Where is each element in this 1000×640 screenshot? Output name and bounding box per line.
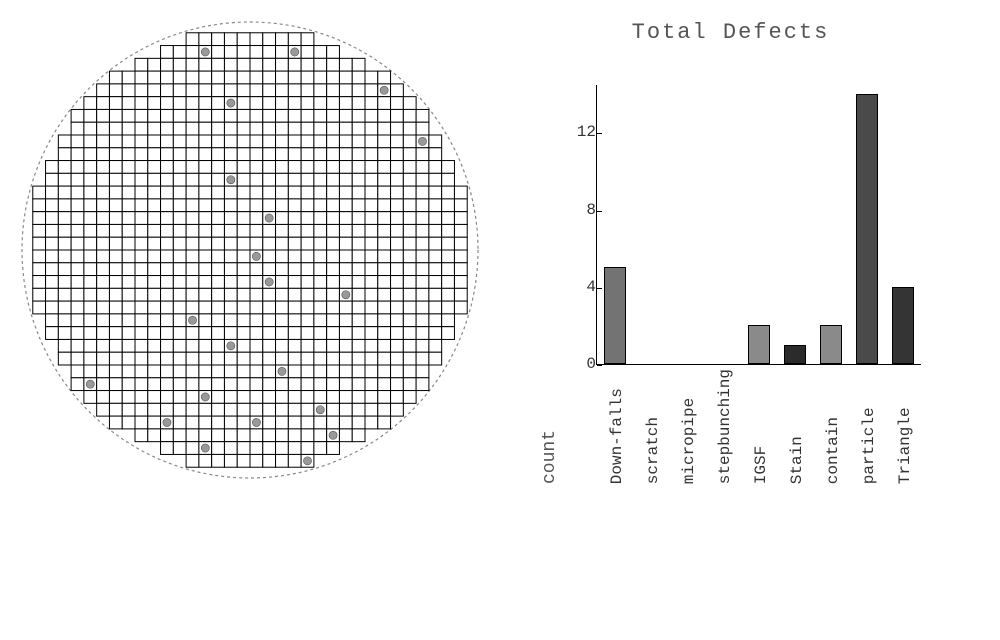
bar-contain (819, 325, 843, 364)
bar (892, 287, 914, 364)
x-label: stepbunching (716, 369, 740, 484)
bar-triangle (891, 287, 915, 364)
y-axis-label: count (540, 370, 560, 484)
y-tick: 12 (577, 123, 596, 141)
bar (856, 94, 878, 364)
y-axis-ticks: 12840 (566, 85, 596, 365)
x-label: particle (860, 369, 884, 484)
bar-down-falls (603, 267, 627, 364)
y-tick: 8 (586, 201, 596, 219)
y-tick: 0 (586, 355, 596, 373)
x-axis-labels: Down-falls scratch micropipe stepbunching IG… (602, 369, 920, 484)
plot-area (596, 85, 921, 365)
bar (820, 325, 842, 364)
x-label: IGSF (752, 369, 776, 484)
bar (784, 345, 806, 364)
x-label: contain (824, 369, 848, 484)
bar-particle (855, 94, 879, 364)
y-tick: 4 (586, 278, 596, 296)
x-label: Stain (788, 369, 812, 484)
bar-stain (783, 345, 807, 364)
x-label: Triangle (896, 369, 920, 484)
x-label: scratch (644, 369, 668, 484)
defect-chart: Total Defects count 12 8 4 0 Down-falls scra… (540, 20, 921, 484)
x-label: Down-falls (608, 369, 632, 484)
bar (748, 325, 770, 364)
chart-title: Total Defects (540, 20, 921, 45)
bar-igsf (747, 325, 771, 364)
wafer-map (20, 20, 480, 485)
x-label: micropipe (680, 369, 704, 484)
bar (604, 267, 626, 364)
wafer-svg (20, 20, 480, 480)
